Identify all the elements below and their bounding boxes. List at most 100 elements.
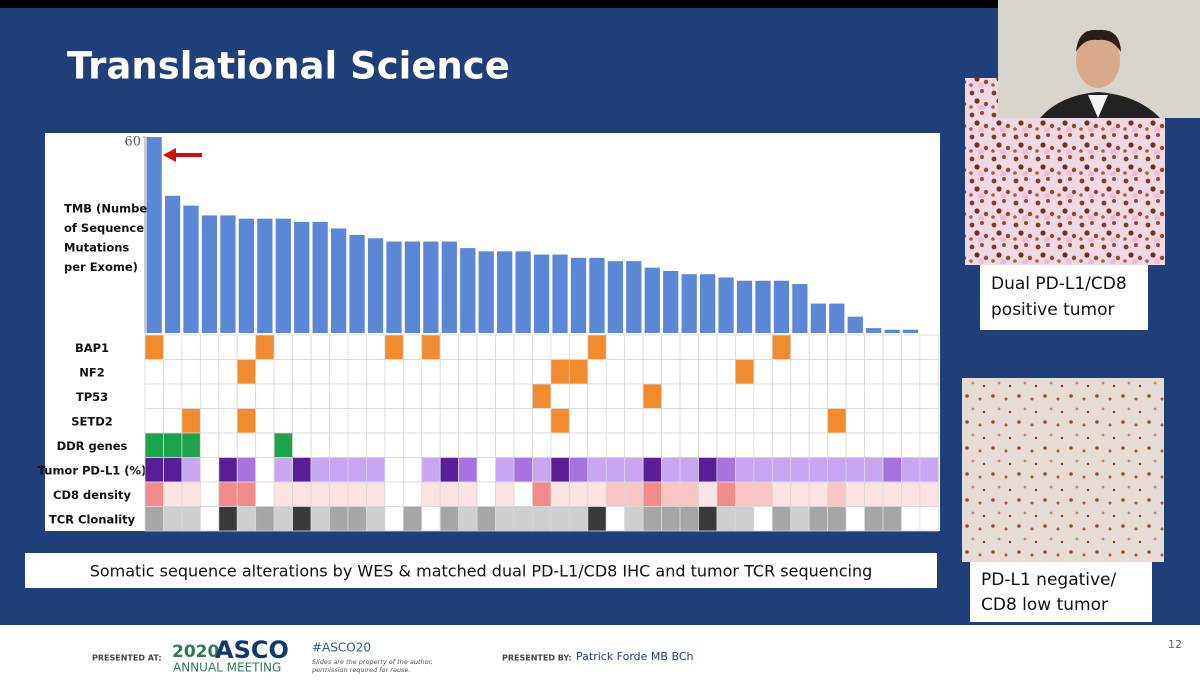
track-cell bbox=[624, 481, 644, 507]
track-cell bbox=[550, 481, 570, 507]
track-cell bbox=[292, 408, 312, 434]
track-cell bbox=[642, 408, 663, 434]
bar bbox=[183, 205, 199, 333]
bar bbox=[810, 303, 826, 333]
track-cell bbox=[236, 408, 257, 434]
track-cell bbox=[735, 506, 755, 532]
track-cell bbox=[421, 334, 441, 360]
track-cell bbox=[181, 506, 201, 532]
track-cell bbox=[365, 408, 386, 434]
track-cell bbox=[661, 383, 681, 409]
track-cell bbox=[144, 481, 164, 507]
track-cell bbox=[495, 506, 515, 532]
track-cell bbox=[476, 457, 496, 483]
track-cell bbox=[458, 506, 478, 532]
track-cell bbox=[901, 432, 921, 458]
footer-label: PRESENTED BY: bbox=[502, 654, 572, 663]
caption-box bbox=[25, 553, 937, 588]
track-label: Tumor PD-L1 (%) bbox=[38, 463, 147, 477]
track-cell bbox=[587, 359, 607, 385]
track-cell bbox=[679, 383, 699, 409]
track-cell bbox=[605, 383, 626, 409]
track-cell bbox=[532, 408, 552, 434]
track-cell bbox=[218, 383, 238, 409]
track-cell bbox=[163, 334, 183, 360]
track-cell bbox=[901, 408, 921, 434]
track-cell bbox=[698, 408, 718, 434]
track-cell bbox=[568, 481, 589, 507]
track-cell bbox=[384, 359, 404, 385]
track-cell bbox=[495, 457, 515, 483]
track-cell bbox=[661, 506, 681, 532]
track-cell bbox=[550, 359, 570, 385]
track-cell bbox=[199, 457, 220, 483]
track-cell bbox=[476, 359, 496, 385]
y-axis-label: of Sequence bbox=[64, 221, 144, 235]
track-cell bbox=[790, 408, 810, 434]
track-cell bbox=[735, 481, 755, 507]
bar bbox=[257, 218, 273, 333]
track-cell bbox=[790, 481, 810, 507]
track-cell bbox=[255, 359, 275, 385]
track-cell bbox=[735, 457, 755, 483]
track-label: CD8 density bbox=[53, 488, 131, 502]
track-cell bbox=[476, 334, 496, 360]
track-cell bbox=[439, 457, 460, 483]
track-cell bbox=[698, 334, 718, 360]
track-cell bbox=[476, 383, 496, 409]
footer-label: PRESENTED AT: bbox=[92, 654, 162, 663]
bar bbox=[441, 241, 457, 333]
track-cell bbox=[402, 334, 423, 360]
track-cell bbox=[568, 506, 589, 532]
track-cell bbox=[919, 457, 939, 483]
track-cell bbox=[753, 457, 773, 483]
track-cell bbox=[698, 383, 718, 409]
track-cell bbox=[550, 457, 570, 483]
bar bbox=[626, 261, 642, 333]
track-cell bbox=[808, 408, 829, 434]
bar bbox=[497, 251, 513, 333]
track-cell bbox=[827, 457, 847, 483]
bar bbox=[902, 329, 919, 333]
track-cell bbox=[310, 408, 330, 434]
track-cell bbox=[605, 506, 626, 532]
track-cell bbox=[236, 432, 257, 458]
track-cell bbox=[587, 408, 607, 434]
track-cell bbox=[347, 383, 367, 409]
track-cell bbox=[827, 359, 847, 385]
bar bbox=[386, 241, 402, 333]
track-cell bbox=[384, 408, 404, 434]
track-cell bbox=[365, 457, 386, 483]
track-cell bbox=[439, 481, 460, 507]
y-axis-label: Mutations bbox=[64, 241, 129, 255]
track-cell bbox=[532, 383, 552, 409]
track-cell bbox=[329, 506, 349, 532]
track-cell bbox=[365, 334, 386, 360]
track-cell bbox=[568, 457, 589, 483]
track-cell bbox=[771, 408, 792, 434]
bar bbox=[515, 251, 531, 333]
track-cell bbox=[513, 408, 533, 434]
track-cell bbox=[679, 481, 699, 507]
track-cell bbox=[698, 457, 718, 483]
track-cell bbox=[458, 481, 478, 507]
image-caption: CD8 low tumor bbox=[981, 595, 1108, 615]
track-cell bbox=[365, 432, 386, 458]
track-cell bbox=[421, 506, 441, 532]
track-cell bbox=[882, 359, 902, 385]
track-cell bbox=[273, 457, 293, 483]
track-cell bbox=[845, 334, 865, 360]
track-cell bbox=[329, 334, 349, 360]
track-cell bbox=[790, 383, 810, 409]
track-cell bbox=[513, 359, 533, 385]
track-cell bbox=[864, 359, 884, 385]
track-cell bbox=[624, 457, 644, 483]
track-cell bbox=[882, 481, 902, 507]
track-cell bbox=[255, 383, 275, 409]
track-cell bbox=[273, 432, 293, 458]
track-cell bbox=[661, 432, 681, 458]
bar bbox=[589, 257, 605, 333]
image-caption: Dual PD-L1/CD8 bbox=[991, 274, 1127, 294]
track-cell bbox=[587, 481, 607, 507]
track-cell bbox=[624, 506, 644, 532]
